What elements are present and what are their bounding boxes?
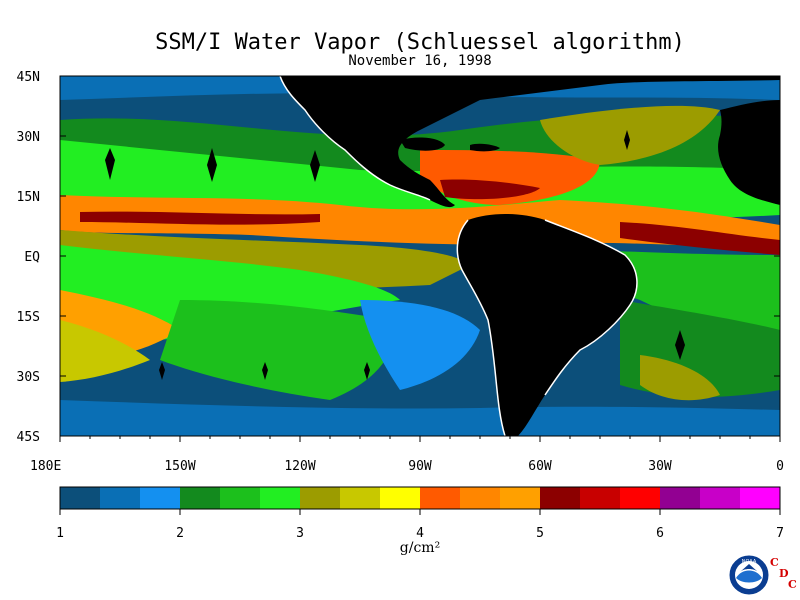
high-latitude-south (60, 400, 780, 436)
cdc-letter-1: C (770, 556, 779, 569)
data-gap-5 (675, 330, 685, 360)
data-gap-1 (105, 148, 115, 180)
north-atlantic-olive (540, 105, 720, 165)
coastline-south-america-west (456, 219, 506, 436)
colorbar-swatch (220, 487, 261, 509)
latitude-label: 30N (17, 130, 40, 145)
florida-land (400, 137, 445, 151)
data-gap-4 (624, 130, 630, 150)
colorbar-swatch (260, 487, 301, 509)
colorbar-tick-label: 4 (416, 526, 424, 541)
colorbar-tick-label: 2 (176, 526, 184, 541)
colorbar-swatch (380, 487, 421, 509)
map-field (60, 76, 780, 436)
longitude-label: 90W (408, 459, 432, 474)
itcz-core-east (620, 222, 780, 255)
cuba-land (470, 143, 500, 152)
east-pacific-dry-zone (360, 300, 480, 390)
colorbar-swatch (300, 487, 341, 509)
africa-west-coast-land (718, 100, 780, 205)
caribbean-core (440, 179, 540, 200)
colorbar-swatch (100, 487, 141, 509)
colorbar-swatch (580, 487, 621, 509)
longitude-label: 120W (284, 459, 315, 474)
coastline-south-america-east (544, 219, 638, 396)
longitude-label: 0 (776, 459, 784, 474)
south-atlantic-olive-patch (640, 355, 720, 401)
colorbar-swatch (460, 487, 501, 509)
latitude-label: 45N (17, 70, 40, 85)
colorbar-tick-label: 6 (656, 526, 664, 541)
cdc-letter-3: C (788, 578, 797, 591)
colorbar (59, 486, 781, 510)
colorbar-swatch (60, 487, 101, 509)
latitude-label: 45S (17, 430, 40, 445)
noaa-logo-icon: NOAA (728, 554, 770, 596)
latitude-label: 30S (17, 370, 40, 385)
latitude-label: EQ (24, 250, 40, 265)
latitude-label: 15S (17, 310, 40, 325)
colorbar-tick-label: 5 (536, 526, 544, 541)
latitude-axis: 45N 30N 15N EQ 15S 30S 45S (17, 70, 780, 445)
colorbar-labels: 1 2 3 4 5 6 7 (56, 509, 784, 541)
longitude-label: 60W (528, 459, 552, 474)
logo-text: NOAA (742, 559, 757, 565)
latitude-label: 15N (17, 190, 40, 205)
colorbar-swatch (420, 487, 461, 509)
colorbar-swatch (620, 487, 661, 509)
colorbar-swatch (660, 487, 701, 509)
colorbar-swatch (340, 487, 381, 509)
map-date: November 16, 1998 (348, 53, 492, 69)
longitude-label: 30W (648, 459, 672, 474)
longitude-axis: 180E 150W 120W 90W 60W 30W 0 (30, 436, 784, 474)
south-pacific-convergence (160, 300, 393, 400)
data-gap-3 (310, 150, 320, 182)
data-gap-7 (262, 362, 268, 380)
colorbar-tick-label: 3 (296, 526, 304, 541)
colorbar-tick-label: 7 (776, 526, 784, 541)
colorbar-swatch (740, 487, 781, 509)
colorbar-units: g/cm² (399, 540, 441, 556)
coastline-north-america (279, 76, 431, 201)
colorbar-tick-label: 1 (56, 526, 64, 541)
itcz-core-west (80, 211, 320, 225)
map-title: SSM/I Water Vapor (Schluessel algorithm) (155, 30, 685, 55)
south-america-land (457, 214, 637, 436)
data-gap-2 (207, 148, 217, 182)
colorbar-swatch (500, 487, 541, 509)
longitude-label: 180E (30, 459, 61, 474)
cdc-letter-2: D (779, 567, 789, 580)
longitude-label: 150W (164, 459, 195, 474)
north-america-land (280, 76, 780, 208)
data-gap-8 (364, 362, 370, 380)
colorbar-swatch (540, 487, 581, 509)
colorbar-swatch (180, 487, 221, 509)
colorbar-swatch (140, 487, 181, 509)
south-pacific-yellow-patch (60, 320, 150, 382)
data-gap-6 (159, 362, 165, 380)
itcz-band (60, 195, 780, 250)
colorbar-swatch (700, 487, 741, 509)
